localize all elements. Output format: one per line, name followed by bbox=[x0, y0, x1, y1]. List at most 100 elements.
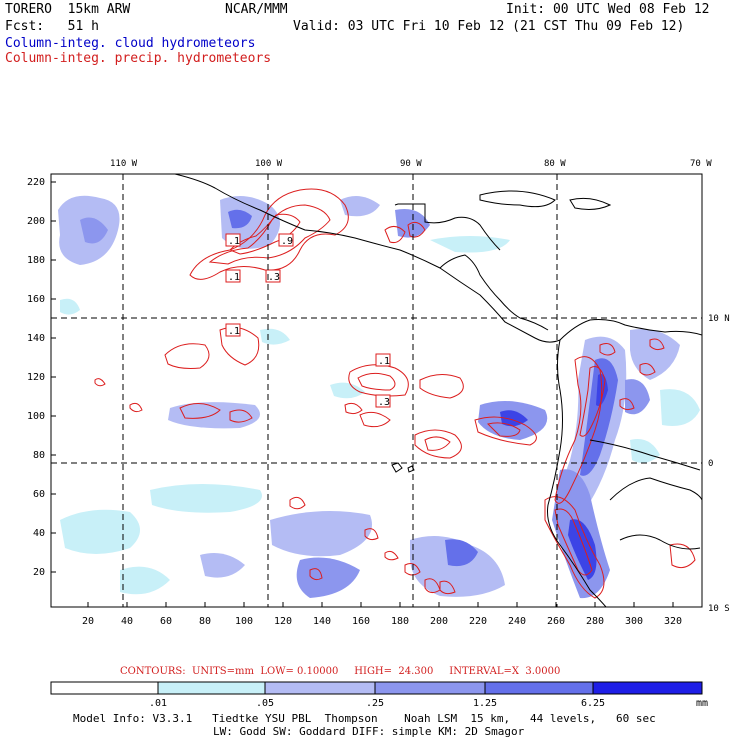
shade-area bbox=[445, 539, 478, 567]
colorbar-tick: 1.25 bbox=[473, 698, 497, 709]
contour-label: .1 bbox=[228, 236, 240, 247]
lon-label-100w: 100 W bbox=[255, 159, 283, 169]
x-tick: 240 bbox=[508, 616, 526, 627]
map-frame bbox=[50, 173, 703, 608]
shade-area bbox=[568, 519, 597, 580]
shade-area bbox=[120, 566, 170, 595]
y-tick: 220 bbox=[27, 177, 45, 188]
x-tick-marks bbox=[87, 602, 674, 607]
contour-label: .1 bbox=[228, 272, 240, 283]
colorbar-unit: mm bbox=[696, 698, 708, 709]
x-tick: 20 bbox=[82, 616, 94, 627]
shade-area bbox=[260, 328, 290, 345]
colorbar-tick: .05 bbox=[256, 698, 274, 709]
contour-label: .1 bbox=[378, 356, 390, 367]
galapagos bbox=[391, 462, 415, 473]
y-tick: 40 bbox=[33, 528, 45, 539]
model-info-line2: LW: Godd SW: Goddard DIFF: simple KM: 2D… bbox=[213, 725, 525, 738]
colorbar-segment bbox=[592, 681, 703, 695]
x-tick: 80 bbox=[199, 616, 211, 627]
organization-label: NCAR/MMM bbox=[225, 2, 288, 17]
lon-label-70w: 70 W bbox=[690, 159, 712, 169]
x-tick: 280 bbox=[586, 616, 604, 627]
y-tick: 160 bbox=[27, 294, 45, 305]
valid-time: Valid: 03 UTC Fri 10 Feb 12 (21 CST Thu … bbox=[293, 19, 685, 34]
lat-label-10n: 10 N bbox=[708, 314, 730, 324]
lat-lon-grid bbox=[51, 174, 702, 607]
shade-area bbox=[430, 236, 510, 253]
x-tick: 120 bbox=[274, 616, 292, 627]
mexico-coast bbox=[174, 174, 561, 343]
shade-area bbox=[500, 410, 528, 427]
hispaniola-coast bbox=[569, 197, 612, 210]
x-tick: 60 bbox=[160, 616, 172, 627]
lat-labels: 10 N 0 10 S bbox=[708, 314, 730, 614]
x-tick: 100 bbox=[235, 616, 253, 627]
colorbar-tick: .25 bbox=[366, 698, 384, 709]
model-info-line1: Model Info: V3.3.1 Tiedtke YSU PBL Thomp… bbox=[73, 712, 656, 725]
y-tick: 140 bbox=[27, 333, 45, 344]
colorbar-segment bbox=[264, 681, 376, 695]
shade-area bbox=[60, 298, 80, 315]
y-axis-ticks: 220 200 180 160 140 120 100 80 60 40 20 bbox=[27, 177, 45, 578]
y-tick: 60 bbox=[33, 489, 45, 500]
contour-label: .9 bbox=[281, 236, 293, 247]
colorbar-segment bbox=[50, 681, 159, 695]
shade-area bbox=[660, 389, 700, 426]
yucatan-coast bbox=[394, 203, 501, 251]
lon-label-90w: 90 W bbox=[400, 159, 422, 169]
x-axis-ticks: 20 40 60 80 100 120 140 160 180 200 220 … bbox=[82, 616, 682, 627]
color-bar bbox=[50, 681, 703, 695]
lon-label-80w: 80 W bbox=[544, 159, 566, 169]
colorbar-segment bbox=[157, 681, 266, 695]
shade-area bbox=[630, 439, 660, 464]
x-tick: 260 bbox=[547, 616, 565, 627]
shade-area bbox=[228, 209, 252, 229]
colorbar-ticks: .01 .05 .25 1.25 6.25 mm bbox=[149, 698, 708, 709]
shade-area bbox=[410, 536, 505, 597]
colorbar-tick: 6.25 bbox=[581, 698, 605, 709]
shade-area bbox=[625, 379, 650, 415]
y-tick-marks bbox=[51, 181, 56, 573]
contour-label: .3 bbox=[268, 272, 280, 283]
x-tick: 220 bbox=[469, 616, 487, 627]
x-tick: 140 bbox=[313, 616, 331, 627]
model-title: TORERO 15km ARW bbox=[5, 2, 131, 17]
y-tick: 180 bbox=[27, 255, 45, 266]
shade-area bbox=[340, 196, 380, 217]
x-tick: 180 bbox=[391, 616, 409, 627]
contour-labels: .1 .3 .9 .1 .3 .1 .1 bbox=[225, 233, 391, 408]
y-tick: 200 bbox=[27, 216, 45, 227]
coastlines bbox=[174, 174, 702, 607]
shade-area bbox=[200, 552, 245, 578]
shade-area bbox=[60, 509, 140, 554]
shade-area bbox=[168, 402, 260, 429]
forecast-hour: Fcst: 51 h bbox=[5, 19, 99, 34]
south-america-inland bbox=[609, 477, 702, 550]
contour-label: .1 bbox=[228, 326, 240, 337]
shade-area bbox=[296, 557, 360, 598]
init-time: Init: 00 UTC Wed 08 Feb 12 bbox=[506, 2, 710, 17]
colorbar-segment bbox=[374, 681, 486, 695]
y-tick: 100 bbox=[27, 411, 45, 422]
shade-area bbox=[630, 329, 680, 380]
contour-info: CONTOURS: UNITS=mm LOW= 0.10000 HIGH= 24… bbox=[120, 666, 561, 677]
shade-area bbox=[330, 382, 365, 399]
field-cloud-label: Column-integ. cloud hydrometeors bbox=[5, 36, 256, 51]
shade-area bbox=[270, 511, 372, 557]
cuba-coast bbox=[479, 190, 556, 208]
river-border bbox=[589, 439, 701, 471]
lat-label-0: 0 bbox=[708, 459, 713, 469]
x-tick: 160 bbox=[352, 616, 370, 627]
x-tick: 300 bbox=[625, 616, 643, 627]
y-tick: 120 bbox=[27, 372, 45, 383]
colorbar-segment bbox=[484, 681, 594, 695]
contour-label: .3 bbox=[378, 397, 390, 408]
colorbar-tick: .01 bbox=[149, 698, 167, 709]
field-precip-label: Column-integ. precip. hydrometeors bbox=[5, 51, 272, 66]
shade-area bbox=[150, 484, 262, 513]
shade-area bbox=[80, 217, 108, 244]
south-america-coast bbox=[547, 319, 702, 607]
lat-label-10s: 10 S bbox=[708, 604, 730, 614]
